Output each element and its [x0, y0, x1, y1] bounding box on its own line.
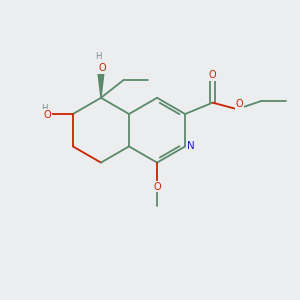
- Text: H: H: [41, 104, 48, 113]
- Polygon shape: [98, 70, 104, 98]
- Text: N: N: [187, 141, 194, 152]
- Text: O: O: [209, 70, 217, 80]
- Text: H: H: [95, 52, 102, 61]
- Text: O: O: [98, 63, 106, 73]
- Text: O: O: [153, 182, 161, 191]
- Text: O: O: [43, 110, 51, 120]
- Text: O: O: [236, 99, 243, 109]
